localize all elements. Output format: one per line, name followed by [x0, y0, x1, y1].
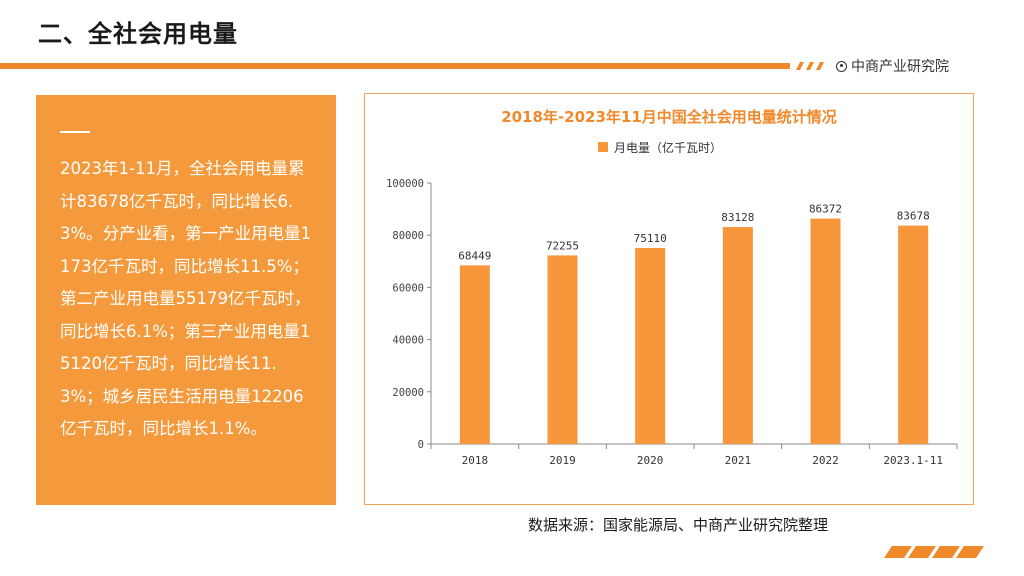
footer-stripes — [884, 546, 984, 558]
y-tick-label: 80000 — [392, 230, 424, 242]
legend-swatch — [598, 142, 608, 152]
summary-text: 2023年1-11月，全社会用电量累计83678亿千瓦时，同比增长6.3%。分产… — [60, 159, 312, 438]
brand: 中商产业研究院 — [836, 56, 949, 76]
data-label: 68449 — [458, 249, 491, 262]
data-label: 75110 — [634, 232, 667, 245]
x-tick-label: 2019 — [549, 454, 576, 467]
x-tick-label: 2021 — [725, 454, 752, 467]
bar — [547, 255, 578, 444]
data-label: 83128 — [721, 211, 754, 224]
bar — [635, 247, 666, 444]
header-stripes — [796, 62, 824, 70]
summary-panel: 2023年1-11月，全社会用电量累计83678亿千瓦时，同比增长6.3%。分产… — [36, 95, 336, 505]
chart-box: 2018年-2023年11月中国全社会用电量统计情况 月电量（亿千瓦时） 0 2000… — [364, 93, 974, 505]
x-tick-label: 2018 — [462, 454, 489, 467]
brand-logo-icon — [836, 60, 847, 72]
y-tick-label: 20000 — [392, 387, 424, 399]
bar — [898, 225, 929, 444]
header-rule — [0, 63, 790, 69]
source-note: 数据来源：国家能源局、中商产业研究院整理 — [528, 516, 829, 534]
bar — [459, 265, 490, 444]
x-tick-label: 2023.1-11 — [883, 454, 943, 467]
bar — [810, 218, 841, 444]
y-tick-label: 100000 — [386, 178, 424, 190]
x-tick-label: 2022 — [812, 454, 839, 467]
y-tick-label: 60000 — [392, 282, 424, 294]
brand-name: 中商产业研究院 — [851, 59, 949, 75]
y-tick-label: 0 — [418, 439, 424, 451]
data-label: 83678 — [897, 210, 930, 223]
page-title: 二、全社会用电量 — [38, 20, 238, 48]
data-label: 72255 — [546, 239, 579, 252]
legend-label: 月电量（亿千瓦时） — [614, 140, 722, 155]
data-label: 86372 — [809, 203, 842, 216]
x-tick-label: 2020 — [637, 454, 664, 467]
chart-title: 2018年-2023年11月中国全社会用电量统计情况 — [501, 108, 837, 126]
panel-dash — [60, 131, 90, 133]
bar — [722, 227, 753, 444]
y-tick-label: 40000 — [392, 335, 424, 347]
